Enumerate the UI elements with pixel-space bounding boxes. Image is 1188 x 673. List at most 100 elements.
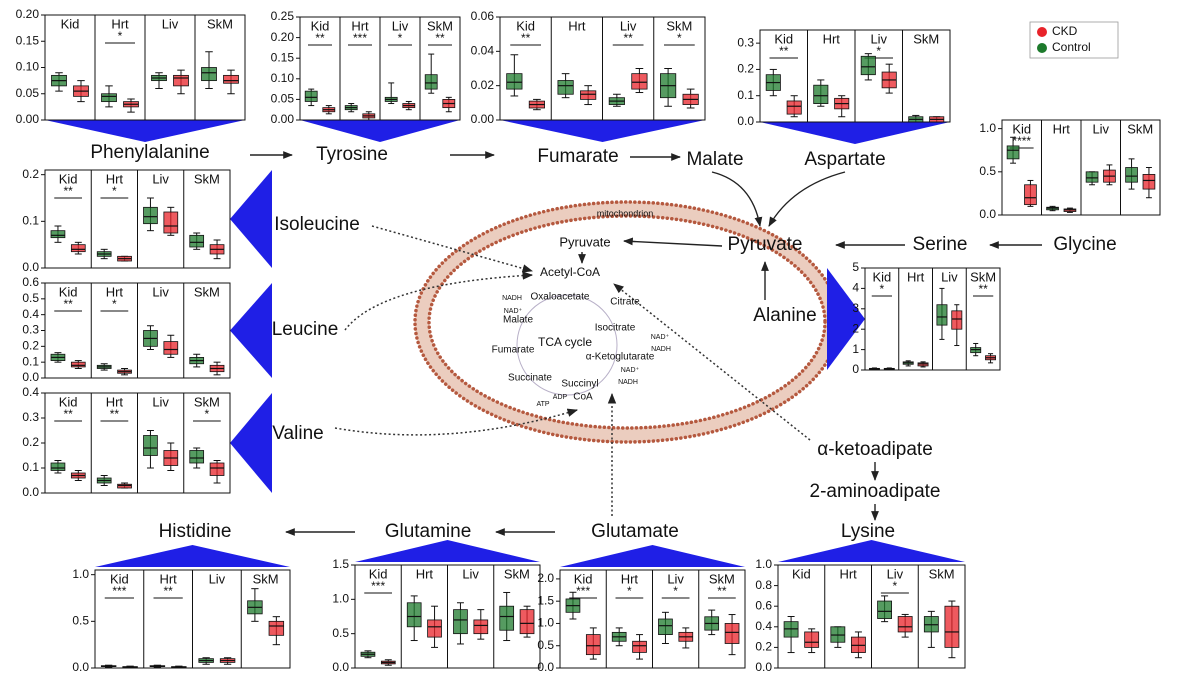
metabolite-label: α-ketoadipate: [817, 439, 933, 460]
y-tick-label: 0.10: [271, 71, 295, 85]
box: [814, 85, 828, 103]
y-tick-label: 0.00: [471, 112, 495, 126]
trend-wedge: [45, 120, 245, 142]
y-tick-label: 0.2: [737, 62, 754, 76]
mito-label: Malate: [503, 315, 533, 326]
significance-label: **: [779, 44, 789, 58]
y-tick-label: 1.0: [979, 121, 996, 135]
box-panel: Kid***HrtLivSkM0.00.51.01.5: [332, 540, 540, 673]
metabolite-label: Leucine: [272, 319, 339, 340]
category-label: SkM: [194, 284, 220, 299]
category-label: Hrt: [907, 269, 925, 284]
trend-wedge: [230, 393, 272, 493]
significance-label: **: [978, 282, 988, 296]
box: [102, 94, 117, 102]
y-tick-label: 3: [852, 301, 859, 315]
y-tick-label: 1.0: [755, 557, 772, 571]
box-panel: Kid***Hrt**LivSkM0.00.51.0: [72, 545, 290, 673]
box: [805, 632, 819, 647]
significance-label: *: [677, 31, 682, 45]
mito-label: Acetyl-CoA: [540, 265, 600, 279]
y-tick-label: 0.06: [471, 9, 495, 23]
box: [190, 235, 204, 247]
box: [425, 75, 437, 89]
mito-label: Citrate: [610, 297, 640, 308]
y-tick-label: 0.04: [471, 44, 495, 58]
mito-label: NADH: [502, 295, 522, 302]
trend-wedge: [560, 545, 745, 567]
category-label: Liv: [209, 571, 226, 586]
y-tick-label: 0.20: [271, 30, 295, 44]
mito-label: Succinate: [508, 373, 552, 384]
box: [520, 610, 534, 634]
box: [202, 68, 217, 81]
box: [878, 601, 892, 619]
metabolite-label: Alanine: [753, 305, 816, 326]
significance-label: *: [893, 579, 898, 593]
significance-label: *: [112, 184, 117, 198]
metabolite-label: Valine: [272, 423, 323, 444]
mito-label: NAD⁺: [621, 367, 640, 374]
box: [952, 311, 962, 329]
mito-label: mitochondrion: [597, 208, 654, 218]
mito-label: NADH: [618, 379, 638, 386]
y-tick-label: 0.15: [271, 50, 295, 64]
box: [407, 603, 421, 627]
significance-label: ***: [112, 584, 126, 598]
box: [787, 101, 801, 114]
y-tick-label: 0.5: [537, 638, 554, 652]
box: [190, 451, 204, 464]
box-panel: Kid***Hrt*Liv*SkM**0.00.51.01.52.0: [537, 545, 745, 673]
legend-swatch: [1037, 43, 1047, 53]
box: [51, 231, 65, 238]
y-tick-label: 0.0: [979, 207, 996, 221]
mito-label: ATP: [536, 401, 549, 408]
mito-label: α-Ketoglutarate: [586, 352, 655, 363]
category-label: SkM: [194, 171, 220, 186]
metabolite-label: Glutamine: [385, 521, 472, 542]
y-tick-label: 0.5: [332, 626, 349, 640]
y-tick-label: 0.8: [755, 578, 772, 592]
box: [305, 91, 317, 101]
y-tick-label: 0.2: [22, 435, 39, 449]
significance-label: *: [205, 407, 210, 421]
significance-label: *: [673, 584, 678, 598]
category-label: Liv: [162, 16, 179, 31]
metabolite-label: Histidine: [159, 521, 232, 542]
y-tick-label: 0.6: [755, 598, 772, 612]
metabolite-label: Malate: [686, 149, 743, 170]
significance-label: **: [63, 297, 73, 311]
metabolite-label: Isoleucine: [274, 214, 360, 235]
trend-wedge: [230, 283, 272, 378]
y-tick-label: 0.1: [22, 214, 39, 228]
y-tick-label: 0.1: [22, 354, 39, 368]
box: [224, 75, 239, 83]
y-tick-label: 0.20: [16, 7, 40, 21]
box: [898, 617, 912, 632]
y-tick-label: 0.05: [271, 92, 295, 106]
box: [71, 245, 85, 252]
y-tick-label: 0.02: [471, 78, 495, 92]
trend-wedge: [95, 545, 290, 567]
metabolite-label: 2-aminoadipate: [810, 481, 941, 502]
category-label: Hrt: [823, 31, 841, 46]
significance-label: ***: [576, 584, 590, 598]
category-label: SkM: [913, 31, 939, 46]
mito-label: Fumarate: [492, 345, 535, 356]
metabolite-label: Aspartate: [804, 149, 885, 170]
box: [633, 641, 647, 652]
trend-wedge: [500, 120, 705, 142]
y-tick-label: 1.5: [537, 593, 554, 607]
box: [144, 436, 158, 456]
category-label: Hrt: [839, 566, 857, 581]
y-tick-label: 0.0: [755, 660, 772, 673]
box: [1025, 185, 1037, 205]
y-tick-label: 0.25: [271, 9, 295, 23]
box-panel: KidHrt*LivSkM0.000.050.100.150.20: [16, 7, 245, 142]
category-label: SkM: [504, 566, 530, 581]
y-tick-label: 0.0: [537, 660, 554, 673]
y-tick-label: 0.0: [332, 660, 349, 673]
y-tick-label: 0.2: [22, 339, 39, 353]
